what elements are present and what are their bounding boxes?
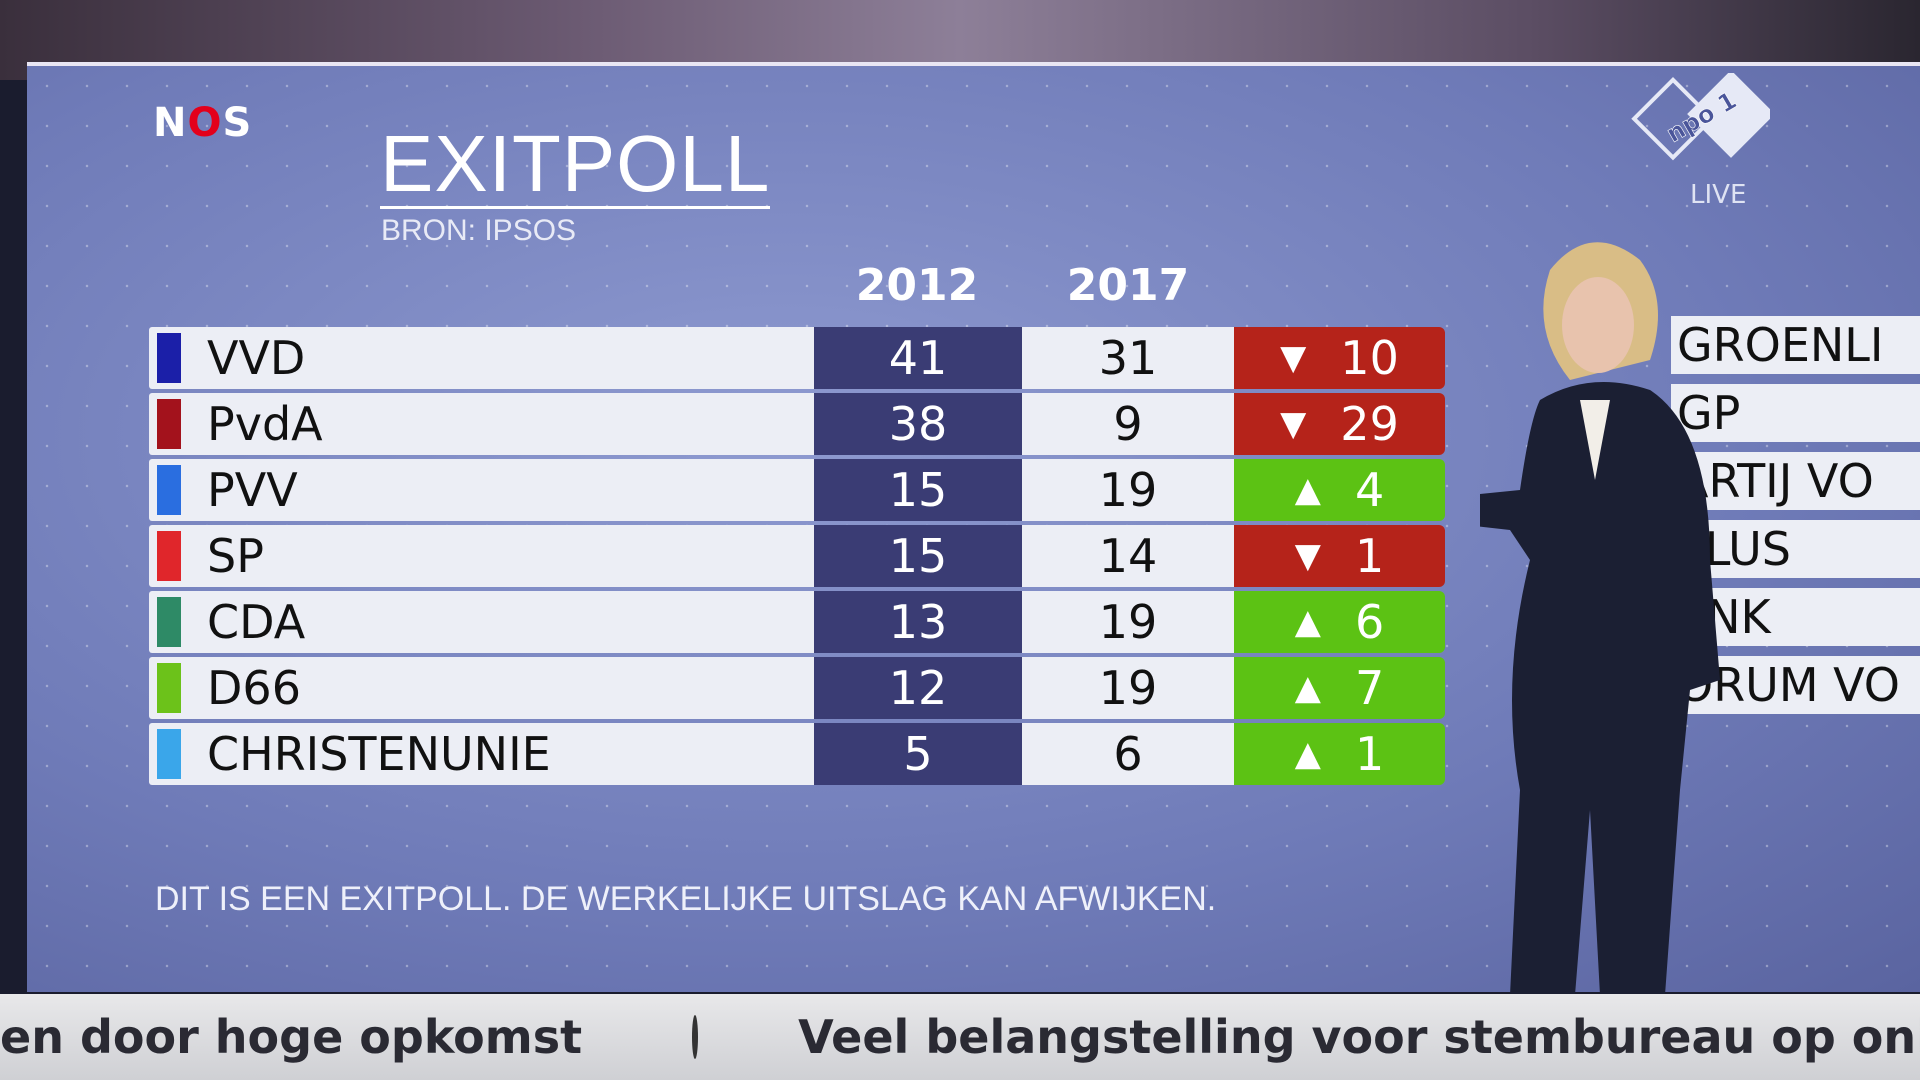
- seats-2012: 41: [814, 327, 1022, 389]
- party-cell: CHRISTENUNIE: [149, 723, 814, 785]
- seat-change: ▼ 29: [1234, 393, 1445, 455]
- seats-2012: 13: [814, 591, 1022, 653]
- seats-2012: 12: [814, 657, 1022, 719]
- table-row: PvdA 38 9 ▼ 29: [149, 393, 1445, 455]
- party-cell: PvdA: [149, 393, 814, 455]
- seats-2017: 19: [1022, 459, 1234, 521]
- triangle-down-icon: ▼: [1294, 536, 1321, 576]
- triangle-down-icon: ▼: [1280, 404, 1307, 444]
- seat-change: ▲ 7: [1234, 657, 1445, 719]
- seats-2017: 9: [1022, 393, 1234, 455]
- results-table: VVD 41 31 ▼ 10 PvdA 38 9 ▼ 29 PVV 15 19 ▲ 4 SP…: [149, 327, 1445, 789]
- change-value: 10: [1340, 331, 1399, 385]
- change-value: 1: [1354, 727, 1385, 781]
- table-row: VVD 41 31 ▼ 10: [149, 327, 1445, 389]
- party-name: D66: [207, 661, 301, 715]
- triangle-down-icon: ▼: [1280, 338, 1307, 378]
- seat-change: ▲ 4: [1234, 459, 1445, 521]
- party-color-swatch: [157, 597, 181, 647]
- seat-change: ▲ 1: [1234, 723, 1445, 785]
- nos-logo: NOS: [153, 100, 253, 146]
- party-color-swatch: [157, 531, 181, 581]
- column-header-2012: 2012: [855, 260, 979, 311]
- triangle-up-icon: ▲: [1294, 734, 1321, 774]
- seats-2017: 6: [1022, 723, 1234, 785]
- party-name: PvdA: [207, 397, 323, 451]
- seats-2017: 19: [1022, 657, 1234, 719]
- party-name: CDA: [207, 595, 306, 649]
- npo1-logo: npo 1: [1631, 73, 1770, 161]
- party-cell: SP: [149, 525, 814, 587]
- right-party-row: ARTIJ VO: [1671, 452, 1920, 510]
- seats-2017: 14: [1022, 525, 1234, 587]
- party-cell: D66: [149, 657, 814, 719]
- seats-2012: 5: [814, 723, 1022, 785]
- party-color-swatch: [157, 333, 181, 383]
- seat-change: ▲ 6: [1234, 591, 1445, 653]
- right-party-row: GP: [1671, 384, 1920, 442]
- party-name: CHRISTENUNIE: [207, 727, 551, 781]
- change-value: 29: [1340, 397, 1399, 451]
- source-label: BRON: IPSOS: [381, 214, 577, 247]
- party-cell: VVD: [149, 327, 814, 389]
- live-label: LIVE: [1690, 180, 1747, 210]
- party-color-swatch: [157, 399, 181, 449]
- party-name: PVV: [207, 463, 298, 517]
- triangle-up-icon: ▲: [1294, 470, 1321, 510]
- news-ticker: en door hoge opkomst Veel belangstelling…: [0, 994, 1920, 1080]
- party-color-swatch: [157, 663, 181, 713]
- column-header-2017: 2017: [1066, 260, 1190, 311]
- table-row: SP 15 14 ▼ 1: [149, 525, 1445, 587]
- party-cell: CDA: [149, 591, 814, 653]
- seats-2017: 31: [1022, 327, 1234, 389]
- triangle-up-icon: ▲: [1294, 668, 1321, 708]
- party-name: SP: [207, 529, 264, 583]
- seats-2012: 15: [814, 459, 1022, 521]
- seats-2012: 38: [814, 393, 1022, 455]
- change-value: 4: [1354, 463, 1385, 517]
- party-name: VVD: [207, 331, 306, 385]
- seats-2012: 15: [814, 525, 1022, 587]
- seat-change: ▼ 10: [1234, 327, 1445, 389]
- table-row: PVV 15 19 ▲ 4: [149, 459, 1445, 521]
- presenter: [1480, 242, 1720, 995]
- party-cell: PVV: [149, 459, 814, 521]
- change-value: 6: [1354, 595, 1385, 649]
- table-row: CHRISTENUNIE 5 6 ▲ 1: [149, 723, 1445, 785]
- table-row: D66 12 19 ▲ 7: [149, 657, 1445, 719]
- right-party-panel: GROENLI GP ARTIJ VO PLUS ENK ORUM VO: [1671, 316, 1920, 724]
- seats-2017: 19: [1022, 591, 1234, 653]
- change-value: 1: [1354, 529, 1385, 583]
- disclaimer: DIT IS EEN EXITPOLL. DE WERKELIJKE UITSL…: [155, 880, 1217, 918]
- ticker-item: en door hoge opkomst: [0, 1010, 583, 1064]
- seat-change: ▼ 1: [1234, 525, 1445, 587]
- ticker-separator-icon: [692, 1015, 699, 1059]
- change-value: 7: [1354, 661, 1385, 715]
- page-title: EXITPOLL: [380, 119, 771, 209]
- triangle-up-icon: ▲: [1294, 602, 1321, 642]
- party-color-swatch: [157, 729, 181, 779]
- party-color-swatch: [157, 465, 181, 515]
- right-party-row: GROENLI: [1671, 316, 1920, 374]
- ticker-item: Veel belangstelling voor stembureau op o…: [798, 1010, 1920, 1064]
- table-row: CDA 13 19 ▲ 6: [149, 591, 1445, 653]
